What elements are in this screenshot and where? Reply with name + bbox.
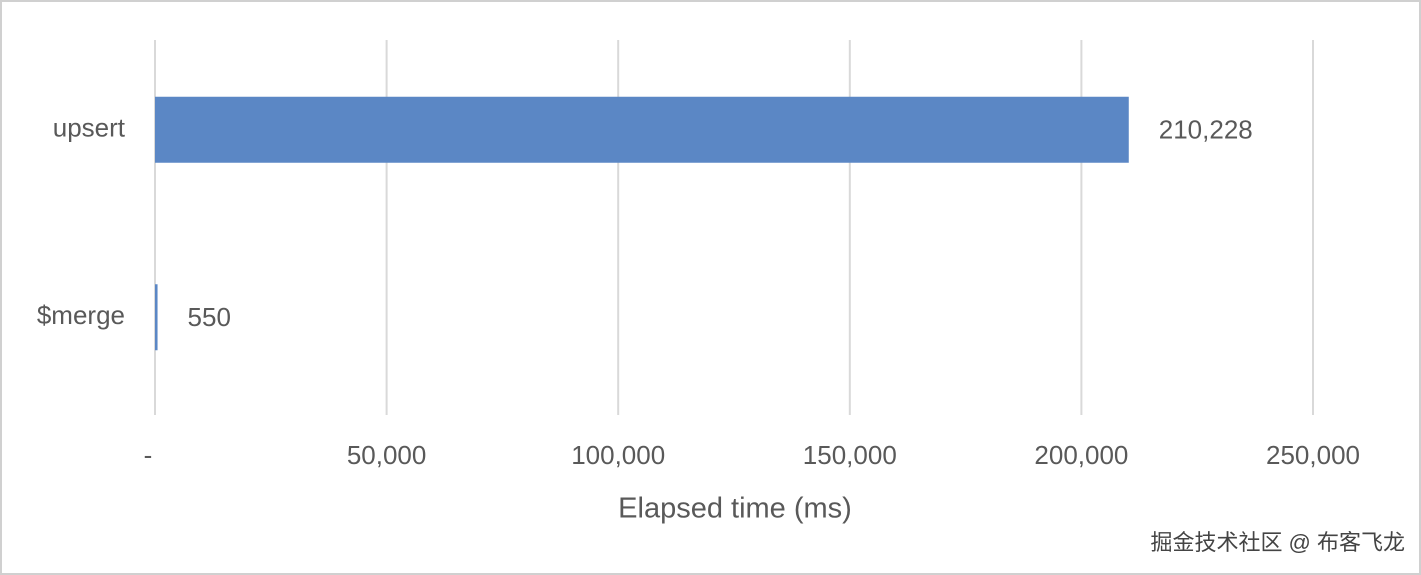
x-tick-label: 200,000	[1034, 440, 1128, 470]
x-axis-title: Elapsed time (ms)	[618, 493, 852, 525]
x-tick-label: 50,000	[347, 440, 427, 470]
bar	[155, 284, 158, 351]
watermark: 掘金技术社区 @ 布客飞龙	[1150, 530, 1405, 555]
x-tick-label: 150,000	[803, 440, 897, 470]
y-tick-label: $merge	[37, 300, 125, 330]
y-tick-label: upsert	[53, 113, 126, 143]
bar	[155, 96, 1129, 163]
x-tick-label: 100,000	[571, 440, 665, 470]
value-label: 550	[188, 302, 231, 332]
value-label: 210,228	[1159, 115, 1253, 145]
x-tick-label: 250,000	[1266, 440, 1360, 470]
x-tick-label: -	[144, 440, 153, 470]
